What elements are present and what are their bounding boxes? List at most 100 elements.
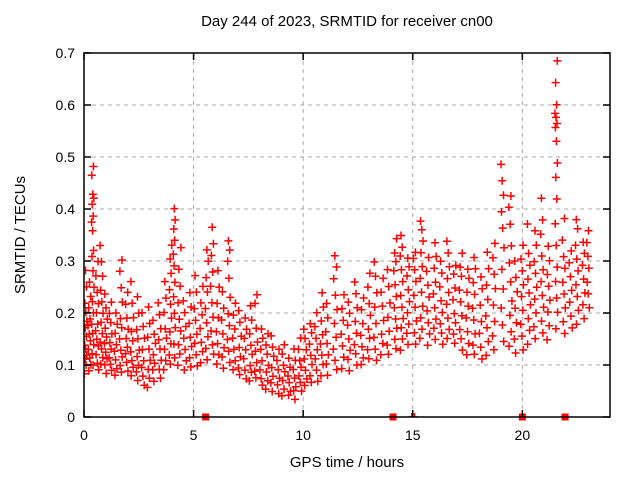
data-point-plus <box>531 334 540 343</box>
data-point-plus <box>451 284 459 292</box>
data-point-plus <box>390 249 399 257</box>
data-point-plus <box>370 303 379 312</box>
data-point-plus <box>306 319 315 328</box>
data-point-plus <box>312 334 321 343</box>
data-point-plus <box>384 350 393 359</box>
data-point-plus <box>449 270 458 279</box>
data-point-plus <box>321 327 330 336</box>
data-point-plus <box>469 278 478 287</box>
data-point-plus <box>469 316 478 324</box>
data-point-plus <box>456 263 465 272</box>
data-point-plus <box>410 328 419 337</box>
data-point-plus <box>180 366 189 374</box>
baseline-plus-ticks-group <box>407 413 419 417</box>
data-point-plus <box>490 317 499 326</box>
data-point-plus <box>212 327 221 336</box>
data-point-plus <box>241 345 250 354</box>
data-point-plus <box>107 366 116 375</box>
data-point-plus <box>100 339 109 348</box>
y-tick-label: 0 <box>67 409 75 425</box>
data-point-plus <box>203 288 212 296</box>
data-point-plus <box>294 345 303 354</box>
data-point-plus <box>112 340 121 349</box>
data-point-plus <box>409 254 418 263</box>
data-point-plus <box>532 308 540 317</box>
data-point-plus <box>102 303 110 312</box>
data-point-plus <box>397 303 406 312</box>
data-point-plus <box>88 297 97 306</box>
data-point-plus <box>185 353 194 362</box>
data-point-plus <box>145 374 154 383</box>
data-point-plus <box>106 360 115 369</box>
data-point-plus <box>449 295 457 304</box>
data-point-plus <box>186 362 195 371</box>
data-point-plus <box>539 303 548 312</box>
data-point-plus <box>129 313 138 322</box>
data-point-plus <box>245 376 254 385</box>
data-point-plus <box>551 277 560 286</box>
data-point-plus <box>573 224 582 233</box>
data-point-plus <box>121 300 130 309</box>
data-point-plus <box>165 351 174 359</box>
data-point-plus <box>132 325 141 334</box>
data-point-plus <box>371 272 380 281</box>
data-point-plus <box>284 354 293 363</box>
data-point-plus <box>116 346 125 355</box>
data-point-plus <box>215 283 224 292</box>
data-point-plus <box>165 285 174 294</box>
data-point-plus <box>572 280 580 289</box>
data-point-plus <box>126 347 135 356</box>
data-point-plus <box>337 330 346 339</box>
data-point-plus <box>192 350 201 359</box>
data-point-plus <box>376 350 385 359</box>
data-point-plus <box>323 313 332 322</box>
data-point-plus <box>398 243 407 252</box>
data-point-plus <box>170 261 179 270</box>
data-point-plus <box>416 274 425 283</box>
data-point-plus <box>191 316 200 325</box>
data-point-plus <box>457 311 466 320</box>
data-point-plus <box>279 361 288 370</box>
data-point-plus <box>110 371 119 380</box>
data-point-plus <box>340 290 348 299</box>
data-point-plus <box>478 284 487 293</box>
data-point-plus <box>517 292 526 301</box>
data-point-plus <box>580 314 589 323</box>
data-point-plus <box>568 323 577 332</box>
data-point-plus <box>88 200 97 209</box>
data-point-plus <box>511 273 520 282</box>
data-point-plus <box>207 251 216 260</box>
data-point-plus <box>553 159 562 167</box>
data-point-plus <box>156 374 165 383</box>
data-point-plus <box>246 301 255 310</box>
data-point-plus <box>323 371 332 380</box>
x-tick-label: 5 <box>190 427 198 443</box>
data-point-plus <box>129 363 138 372</box>
data-point-plus <box>250 367 259 376</box>
data-point-plus <box>263 350 272 359</box>
data-point-plus <box>537 252 546 260</box>
data-point-plus <box>89 340 98 349</box>
data-point-plus <box>208 340 217 349</box>
data-point-plus <box>333 305 342 314</box>
data-point-plus <box>96 286 105 295</box>
data-point-plus <box>258 356 266 365</box>
data-point-plus <box>477 355 486 363</box>
data-point-plus <box>203 355 212 364</box>
data-point-plus <box>175 315 184 324</box>
data-point-plus <box>267 363 276 372</box>
data-point-plus <box>102 333 111 341</box>
data-point-plus <box>267 331 276 340</box>
data-point-plus <box>239 354 248 363</box>
data-point-plus <box>391 280 400 289</box>
data-point-plus <box>524 249 533 258</box>
data-point-plus <box>529 322 538 331</box>
data-point-plus <box>537 194 546 203</box>
data-point-plus <box>419 237 427 245</box>
x-axis-label: GPS time / hours <box>289 454 405 471</box>
data-point-plus <box>299 325 308 334</box>
data-point-plus <box>224 236 233 245</box>
data-point-plus <box>372 356 381 365</box>
data-point-plus <box>356 331 365 340</box>
data-point-plus <box>552 241 561 250</box>
